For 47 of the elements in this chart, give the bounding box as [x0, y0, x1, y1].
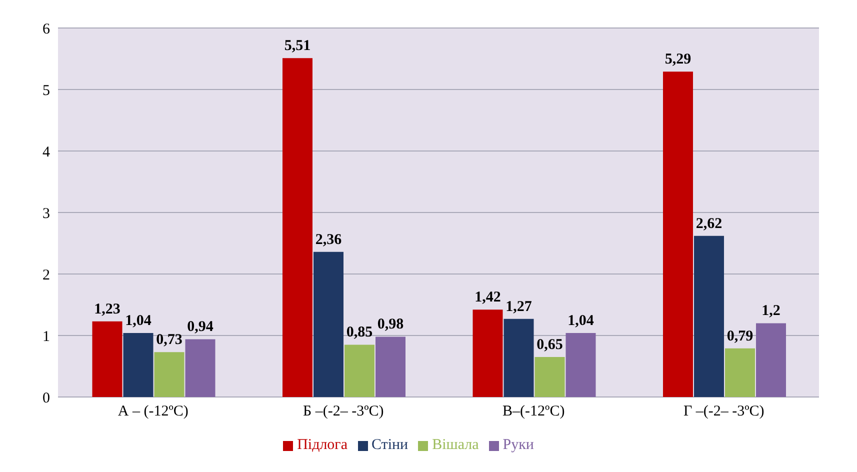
data-label: 0,79: [726, 328, 754, 344]
data-label: 1,04: [125, 313, 152, 330]
data-label: 1,2: [762, 303, 780, 320]
data-label: 1,42: [474, 290, 501, 306]
x-tick-label: В–(-12ºC): [502, 404, 565, 420]
legend-label: Вішала: [432, 437, 479, 453]
bar: [185, 339, 216, 397]
bar: [92, 321, 122, 397]
bar: [282, 58, 312, 397]
data-label: 5,51: [284, 38, 311, 54]
data-label: 0,94: [187, 319, 214, 336]
bar: [566, 333, 596, 397]
bar: [375, 336, 406, 397]
data-label: 2,62: [696, 216, 722, 232]
bar: [756, 323, 786, 397]
bar: [344, 344, 374, 397]
y-tick-label: 4: [42, 144, 50, 160]
data-label: 0,73: [156, 332, 182, 348]
data-label: 1,27: [506, 298, 532, 315]
bar: [662, 72, 693, 397]
legend-label: Стіни: [372, 437, 408, 453]
y-tick-label: 1: [42, 328, 50, 345]
bar: [694, 236, 724, 397]
x-tick-label: Б –(-2– -3ºC): [303, 404, 384, 420]
legend-label: Руки: [502, 437, 534, 453]
y-tick-label: 0: [42, 390, 50, 406]
data-label: 0,85: [346, 324, 373, 341]
y-tick-label: 6: [42, 21, 50, 38]
bar: [313, 252, 344, 397]
bar: [504, 318, 534, 397]
data-label: 0,65: [536, 337, 563, 354]
y-tick-label: 2: [42, 267, 50, 284]
bar: [472, 310, 503, 397]
data-label: 0,98: [377, 316, 404, 333]
data-label: 2,36: [315, 232, 342, 248]
bar: [123, 333, 154, 397]
bar: [724, 348, 755, 397]
x-tick-label: А – (-12ºC): [118, 404, 188, 420]
y-tick-label: 3: [42, 206, 50, 222]
x-tick-label: Г –(-2– -3ºC): [683, 404, 764, 420]
data-label: 1,04: [568, 313, 594, 330]
y-tick-label: 5: [42, 82, 50, 99]
bar: [154, 352, 184, 397]
bar: [534, 357, 565, 397]
legend-label: Підлога: [297, 437, 348, 453]
data-label: 5,29: [664, 52, 692, 68]
data-label: 1,23: [94, 301, 120, 318]
